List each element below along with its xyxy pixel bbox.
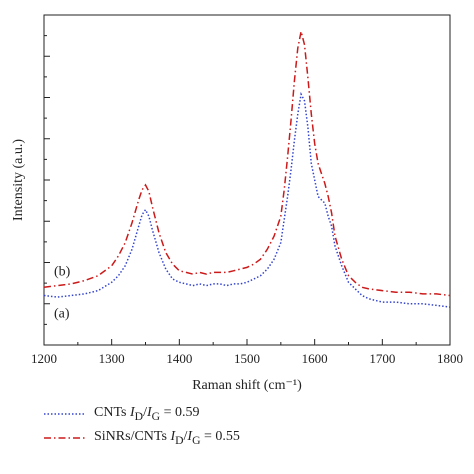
plot-frame bbox=[43, 14, 451, 346]
series-line-a bbox=[43, 91, 451, 308]
legend: CNTs ID/IG = 0.59 SiNRs/CNTs ID/IG = 0.5… bbox=[44, 402, 464, 450]
x-tick-label: 1700 bbox=[369, 351, 395, 366]
x-axis-title: Raman shift (cm⁻¹) bbox=[192, 378, 302, 393]
legend-label-b: SiNRs/CNTs ID/IG = 0.55 bbox=[94, 429, 240, 447]
curve-label-b: (b) bbox=[54, 264, 71, 279]
x-tick-label: 1200 bbox=[31, 351, 57, 366]
x-tick-label: 1800 bbox=[437, 351, 463, 366]
legend-swatch-a bbox=[44, 413, 86, 415]
curve-labels: (a) (b) bbox=[54, 264, 71, 321]
x-tick-label: 1500 bbox=[234, 351, 260, 366]
series-line-b bbox=[43, 31, 451, 297]
legend-swatch-b bbox=[44, 437, 86, 439]
curve-label-a: (a) bbox=[54, 307, 70, 322]
x-axis-ticks: 1200 1300 1400 1500 1600 1700 1800 bbox=[31, 339, 463, 366]
legend-entry-a: CNTs ID/IG = 0.59 bbox=[44, 402, 464, 426]
y-axis-ticks bbox=[44, 14, 50, 346]
x-tick-label: 1400 bbox=[166, 351, 192, 366]
y-axis-title: Intensity (a.u.) bbox=[11, 139, 26, 221]
x-tick-label: 1600 bbox=[302, 351, 328, 366]
legend-entry-b: SiNRs/CNTs ID/IG = 0.55 bbox=[44, 426, 464, 450]
legend-label-a: CNTs ID/IG = 0.59 bbox=[94, 405, 200, 423]
series-layer bbox=[43, 31, 451, 308]
x-tick-label: 1300 bbox=[99, 351, 125, 366]
